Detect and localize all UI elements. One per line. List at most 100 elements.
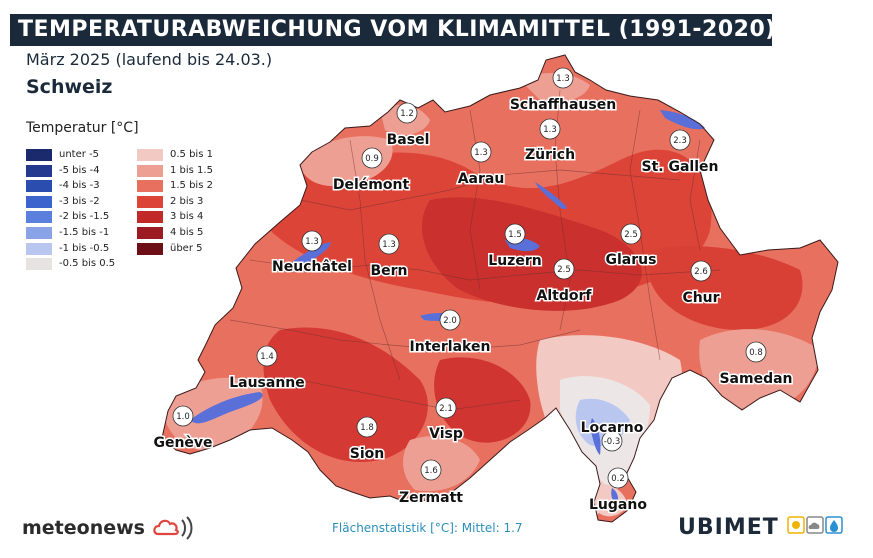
legend-swatch bbox=[26, 149, 52, 161]
legend-item: -5 bis -4 bbox=[26, 164, 146, 178]
station-circle bbox=[439, 309, 461, 331]
legend-label: 1.5 bis 2 bbox=[170, 180, 213, 192]
station-circle bbox=[539, 118, 561, 140]
legend-item: -1 bis -0.5 bbox=[26, 242, 146, 256]
legend-label: 3 bis 4 bbox=[170, 211, 204, 223]
lake-lugano bbox=[611, 488, 619, 506]
station-circle bbox=[745, 341, 767, 363]
lake-geneva bbox=[190, 392, 263, 424]
legend-item: unter -5 bbox=[26, 148, 146, 162]
station-name: Schaffhausen bbox=[510, 97, 616, 113]
station-circle bbox=[504, 223, 526, 245]
legend-swatch bbox=[26, 258, 52, 271]
station-name: Sion bbox=[350, 446, 384, 462]
meteonews-logo: meteonews bbox=[22, 514, 196, 540]
station-circle bbox=[301, 230, 323, 252]
station-name: Zürich bbox=[525, 147, 575, 163]
station-name: Aarau bbox=[458, 171, 505, 187]
station-circle bbox=[690, 260, 712, 282]
sun-icon bbox=[792, 521, 801, 529]
station-value: 2.5 bbox=[557, 265, 571, 275]
map-subtitle: März 2025 (laufend bis 24.03.) bbox=[26, 50, 273, 69]
station-name: Glarus bbox=[606, 252, 657, 268]
station-name: Basel bbox=[387, 132, 430, 148]
station-marker: 2.3 St. Gallen bbox=[640, 129, 720, 177]
station-value: 1.2 bbox=[400, 109, 414, 119]
legend-item: -1.5 bis -1 bbox=[26, 226, 146, 240]
legend-swatch bbox=[26, 195, 52, 208]
legend-swatch bbox=[137, 149, 163, 161]
legend-item: über 5 bbox=[137, 242, 257, 256]
station-marker: 0.8 Samedan bbox=[718, 341, 794, 389]
station-name: Luzern bbox=[488, 253, 541, 269]
station-name: Visp bbox=[429, 426, 463, 442]
legend-item: 1.5 bis 2 bbox=[137, 179, 257, 193]
station-marker: 1.3 Aarau bbox=[456, 141, 506, 189]
legend-label: -4 bis -3 bbox=[59, 180, 100, 192]
station-value: 1.3 bbox=[305, 237, 319, 247]
station-marker: 1.3 Schaffhausen bbox=[508, 67, 618, 115]
station-name: Zermatt bbox=[399, 490, 463, 506]
legend-swatch bbox=[137, 242, 163, 255]
station-name: Samedan bbox=[719, 371, 792, 387]
legend-label: über 5 bbox=[170, 242, 203, 254]
legend-label: 0.5 bis 1 bbox=[170, 149, 213, 160]
legend-swatch bbox=[137, 211, 163, 224]
legend-item: -0.5 bis 0.5 bbox=[26, 257, 146, 271]
station-circle bbox=[601, 430, 623, 452]
canton-borders bbox=[229, 89, 721, 411]
station-marker: 1.6 Zermatt bbox=[398, 459, 465, 508]
legend-item: -3 bis -2 bbox=[26, 195, 146, 209]
legend-label: unter -5 bbox=[59, 149, 100, 160]
region-label: Schweiz bbox=[26, 76, 113, 98]
station-value: 2.3 bbox=[673, 136, 687, 146]
station-name: Delémont bbox=[333, 177, 410, 193]
ubimet-logo: UBIMET bbox=[678, 515, 844, 540]
station-value: 1.0 bbox=[176, 412, 190, 422]
station-circle bbox=[607, 467, 629, 489]
station-value: 1.3 bbox=[543, 125, 557, 135]
station-name: Neuchâtel bbox=[272, 259, 352, 275]
legend-label: 4 bis 5 bbox=[170, 227, 204, 238]
station-circle bbox=[172, 405, 194, 427]
station-circle bbox=[420, 459, 442, 481]
station-value: 0.9 bbox=[365, 154, 379, 164]
legend-swatch bbox=[137, 180, 163, 193]
legend-label: 2 bis 3 bbox=[170, 195, 204, 207]
station-circle bbox=[620, 223, 642, 245]
legend-swatch bbox=[26, 180, 52, 193]
station-value: 2.0 bbox=[443, 316, 457, 326]
legend-swatch bbox=[26, 211, 52, 224]
station-value: 1.3 bbox=[556, 74, 570, 84]
cloud-icon bbox=[152, 516, 193, 540]
legend-swatch bbox=[26, 227, 52, 239]
station-value: 2.5 bbox=[624, 230, 638, 240]
legend-swatch bbox=[137, 227, 163, 239]
stations: 1.3 Schaffhausen 1.2 Basel 1.3 Zürich 2.3 St. G… bbox=[152, 67, 794, 515]
lake-zurich bbox=[535, 182, 567, 210]
legend-item: 2 bis 3 bbox=[137, 195, 257, 209]
legend-item: 4 bis 5 bbox=[137, 226, 257, 240]
legend-swatch bbox=[26, 164, 52, 177]
legend-label: -5 bis -4 bbox=[59, 164, 100, 176]
station-name: Lausanne bbox=[229, 375, 305, 391]
legend-swatch bbox=[137, 195, 163, 208]
station-name: St. Gallen bbox=[642, 159, 719, 175]
station-marker: 1.2 Basel bbox=[385, 102, 431, 150]
station-marker: 1.4 Lausanne bbox=[228, 345, 306, 393]
station-name: Altdorf bbox=[537, 288, 593, 304]
station-marker: 2.5 Glarus bbox=[604, 223, 658, 270]
lake-neuchatel bbox=[285, 242, 331, 272]
station-value: -0.3 bbox=[604, 437, 621, 447]
legend-label: 1 bis 1.5 bbox=[170, 164, 213, 176]
station-value: 0.2 bbox=[611, 474, 625, 484]
station-marker: 0.9 Delémont bbox=[331, 147, 411, 195]
station-marker: 1.3 Bern bbox=[369, 233, 409, 281]
station-value: 2.6 bbox=[694, 267, 708, 277]
station-value: 1.6 bbox=[424, 466, 438, 476]
lake-constance bbox=[660, 110, 705, 130]
station-marker: 1.3 Neuchâtel bbox=[271, 230, 353, 277]
station-marker: 2.0 Interlaken bbox=[408, 309, 492, 357]
station-circle bbox=[256, 345, 278, 367]
station-circle bbox=[669, 129, 691, 151]
